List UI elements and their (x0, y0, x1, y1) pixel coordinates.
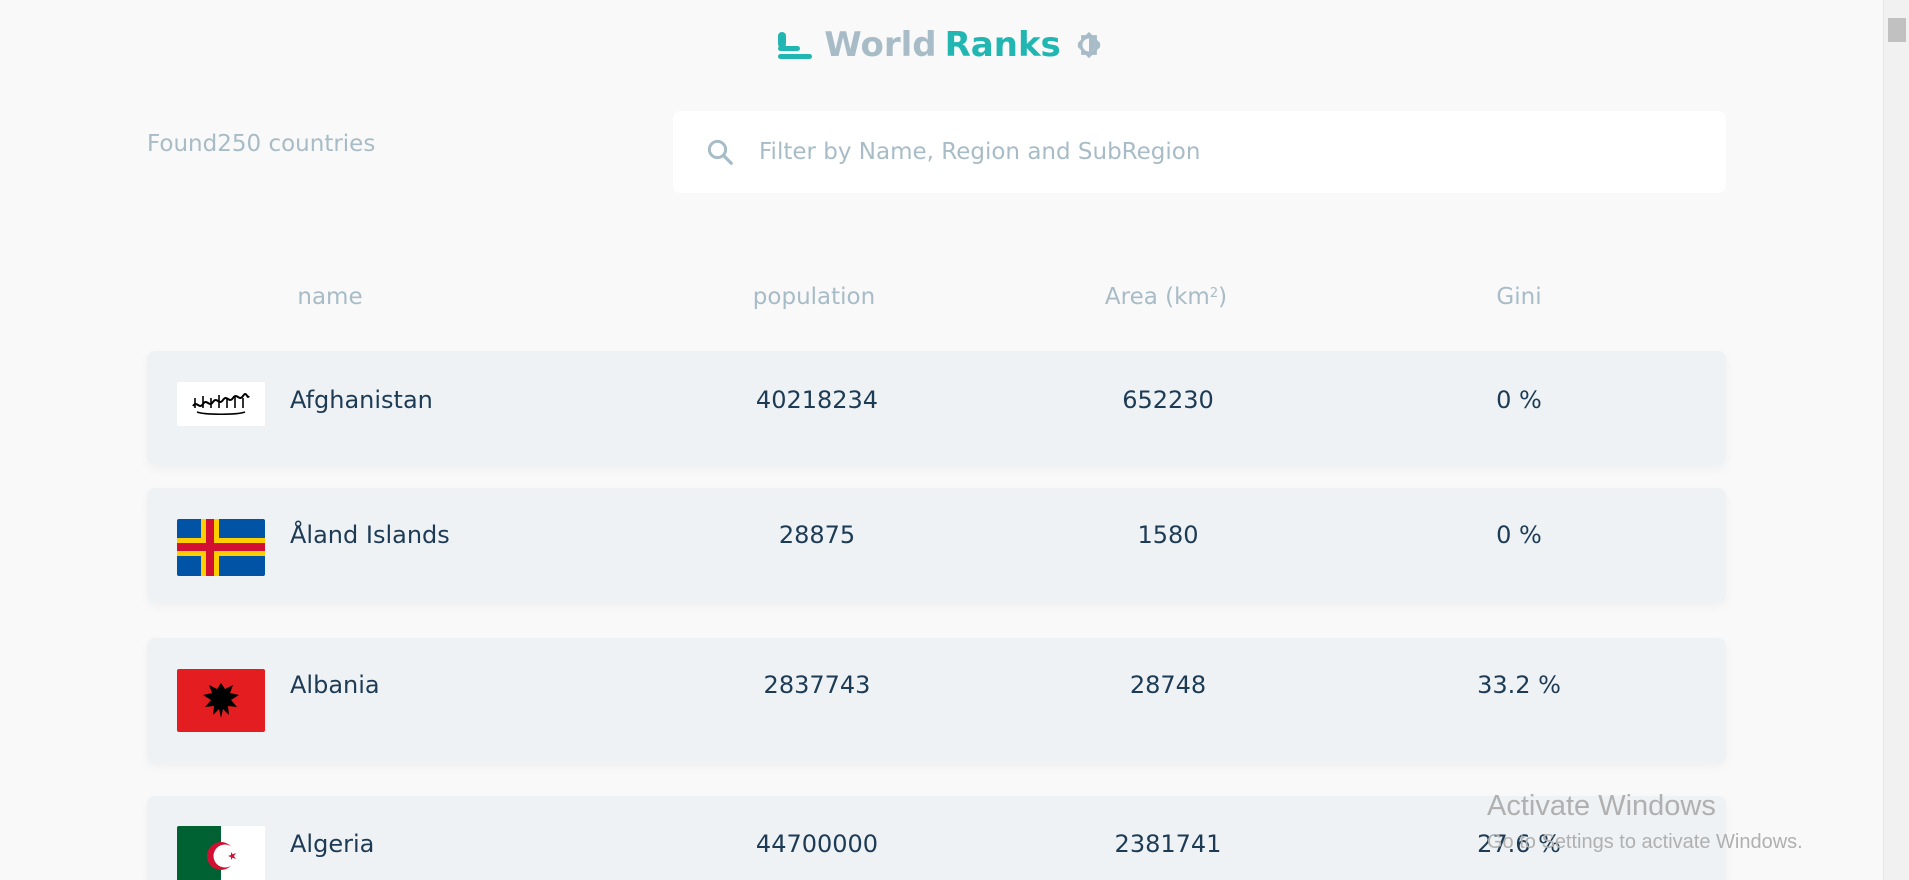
scrollbar-thumb[interactable] (1888, 18, 1906, 42)
brand-title-world: World (824, 25, 937, 65)
app-header: World Ranks (0, 0, 1883, 90)
country-name: Algeria (290, 830, 375, 858)
brand[interactable]: World Ranks (778, 25, 1105, 65)
population-value: 44700000 (755, 830, 879, 858)
results-count: Found250 countries (147, 131, 376, 157)
bars-logo-icon (778, 32, 813, 59)
table-header: name population Area (km2) Gini (147, 284, 1726, 324)
afghanistan-flag (177, 382, 265, 426)
gini-value: 27.6 % (1477, 830, 1561, 858)
activate-windows-subtitle: Go to Settings to activate Windows. (1487, 831, 1803, 853)
population-value: 2837743 (763, 671, 871, 699)
vertical-scrollbar[interactable] (1883, 0, 1909, 880)
area-value: 28748 (1129, 671, 1207, 699)
population-value: 40218234 (755, 386, 879, 414)
algeria-flag (177, 826, 265, 880)
search-box[interactable] (673, 111, 1726, 193)
area-value: 652230 (1122, 386, 1214, 414)
gini-value: 33.2 % (1477, 671, 1561, 699)
gini-value: 0 % (1496, 521, 1542, 549)
area-value: 1580 (1137, 521, 1199, 549)
search-input[interactable] (759, 139, 1659, 165)
column-header-name[interactable]: name (297, 284, 363, 310)
population-value: 28875 (778, 521, 856, 549)
column-header-gini[interactable]: Gini (1496, 284, 1542, 310)
table-row[interactable]: Algeria 44700000 2381741 27.6 % (147, 796, 1726, 880)
search-icon (703, 135, 737, 169)
country-name: Åland Islands (290, 521, 450, 549)
country-name: Albania (290, 671, 380, 699)
albania-flag (177, 669, 265, 732)
gini-value: 0 % (1496, 386, 1542, 414)
area-value: 2381741 (1114, 830, 1222, 858)
area-label-close: ) (1218, 284, 1228, 310)
table-row[interactable]: Åland Islands 28875 1580 0 % (147, 488, 1726, 602)
brand-title-ranks: Ranks (944, 25, 1061, 65)
table-row[interactable]: Afghanistan 40218234 652230 0 % (147, 351, 1726, 465)
column-header-area[interactable]: Area (km2) (1105, 284, 1227, 310)
activate-windows-title: Activate Windows (1487, 790, 1716, 822)
country-name: Afghanistan (290, 386, 433, 414)
area-label: Area (km (1104, 284, 1210, 310)
aland-islands-flag (177, 519, 265, 576)
brightness-icon[interactable] (1073, 29, 1105, 61)
area-superscript: 2 (1209, 286, 1219, 301)
table-row[interactable]: Albania 2837743 28748 33.2 % (147, 638, 1726, 763)
column-header-population[interactable]: population (752, 284, 876, 310)
